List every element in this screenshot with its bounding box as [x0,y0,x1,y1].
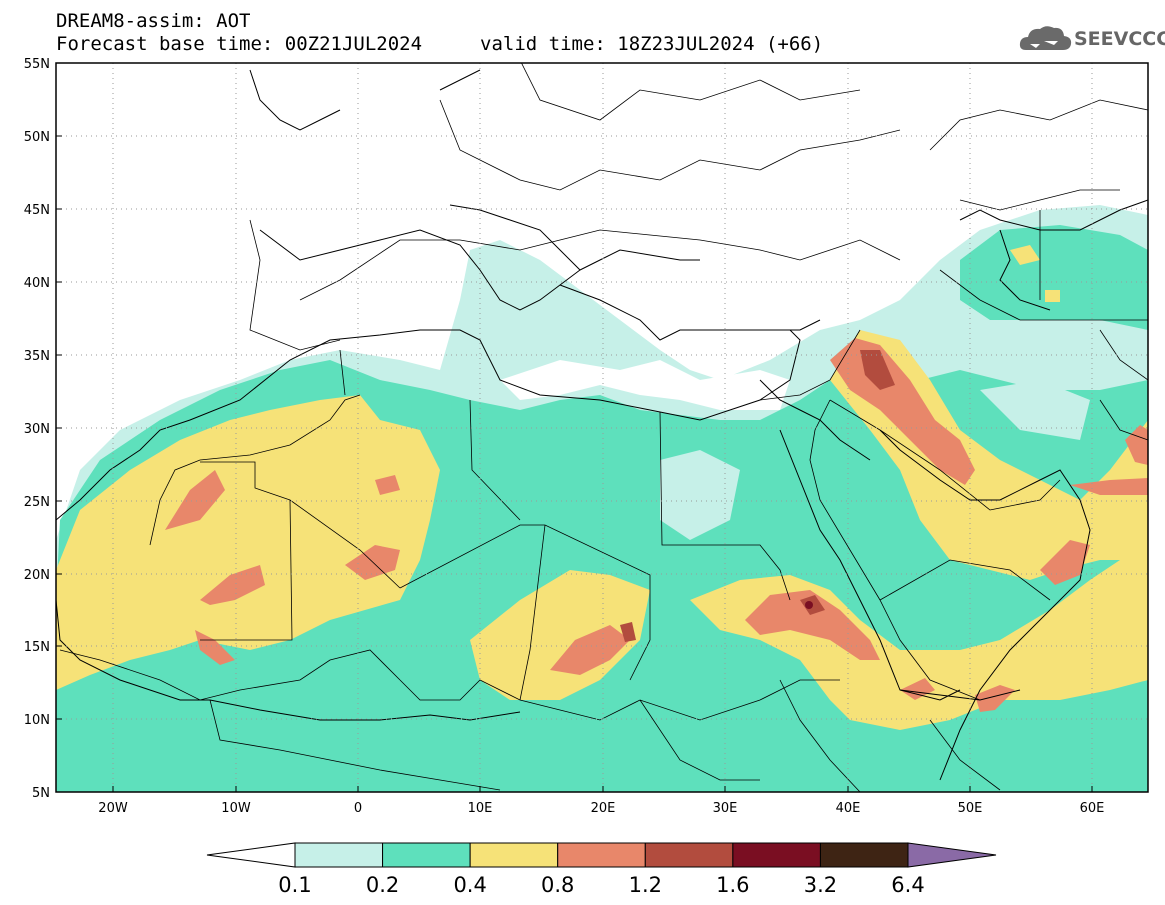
colorbar-low-arrow [206,842,296,868]
country-borders [59,63,1148,792]
lon-labels: 20W 10W 0 10E 20E 30E 40E 50E 60E [98,801,1104,816]
colorbar: 0.1 0.2 0.4 0.8 1.2 1.6 3.2 6.4 [206,842,997,897]
lat-label: 50N [24,130,50,145]
valid-time: valid time: 18Z23JUL2024 (+66) [480,33,824,55]
colorbar-segment [382,842,471,868]
lat-label: 25N [24,495,50,510]
colorbar-high-arrow [907,842,997,868]
colorbar-segment [557,842,646,868]
colorbar-label: 0.1 [278,873,311,897]
lat-label: 20N [24,568,50,583]
colorbar-label: 0.8 [541,873,574,897]
forecast-base-time: Forecast base time: 00Z21JUL2024 [56,33,423,55]
colorbar-segment [732,842,821,868]
lon-label: 40E [836,801,861,816]
colorbar-label: 3.2 [804,873,837,897]
lat-label: 45N [24,203,50,218]
colorbar-segment [294,842,384,868]
lat-labels: 55N 50N 45N 40N 35N 30N 25N 20N 15N 10N … [24,57,50,801]
logo-text: SEEVCCC [1074,28,1165,50]
lon-label: 60E [1080,801,1105,816]
lat-label: 35N [24,349,50,364]
lat-label: 15N [24,640,50,655]
coastlines [56,69,1148,781]
lat-label: 30N [24,422,50,437]
seevccc-logo: SEEVCCC [1018,22,1165,58]
map-title: DREAM8-assim: AOT [56,10,251,32]
colorbar-label: 6.4 [891,873,924,897]
lon-label: 10W [221,801,251,816]
colorbar-label: 1.2 [629,873,662,897]
lat-label: 5N [32,786,50,801]
graticule [56,63,1148,792]
colorbar-label: 1.6 [716,873,749,897]
axis-ticks [56,62,1093,793]
lon-label: 20E [591,801,616,816]
colorbar-segment [819,842,909,868]
lon-label: 0 [354,801,362,816]
colorbar-label: 0.2 [366,873,399,897]
lon-label: 50E [958,801,983,816]
colorbar-label: 0.4 [453,873,486,897]
lon-label: 10E [468,801,493,816]
cloud-icon [1019,26,1072,50]
lat-label: 10N [24,713,50,728]
lat-label: 40N [24,276,50,291]
colorbar-segment [469,842,559,868]
lon-label: 20W [98,801,128,816]
colorbar-segment [644,842,734,868]
lon-label: 30E [713,801,738,816]
lat-label: 55N [24,57,50,72]
